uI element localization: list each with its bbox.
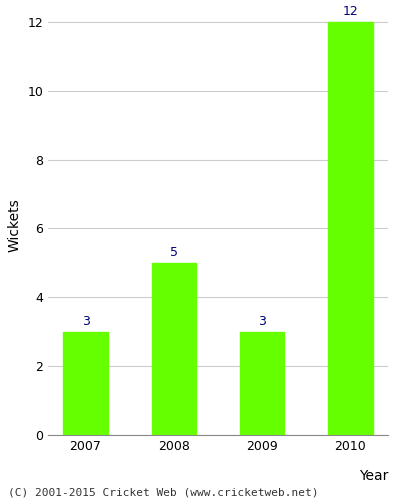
Text: Year: Year	[359, 468, 388, 482]
Text: 3: 3	[258, 314, 266, 328]
Text: 5: 5	[170, 246, 178, 258]
Text: (C) 2001-2015 Cricket Web (www.cricketweb.net): (C) 2001-2015 Cricket Web (www.cricketwe…	[8, 488, 318, 498]
Bar	[64, 332, 108, 435]
Text: 12: 12	[342, 5, 358, 18]
Text: 3: 3	[82, 314, 90, 328]
Y-axis label: Wickets: Wickets	[8, 198, 22, 252]
Bar	[152, 263, 196, 435]
Bar	[240, 332, 284, 435]
Bar	[328, 22, 372, 435]
